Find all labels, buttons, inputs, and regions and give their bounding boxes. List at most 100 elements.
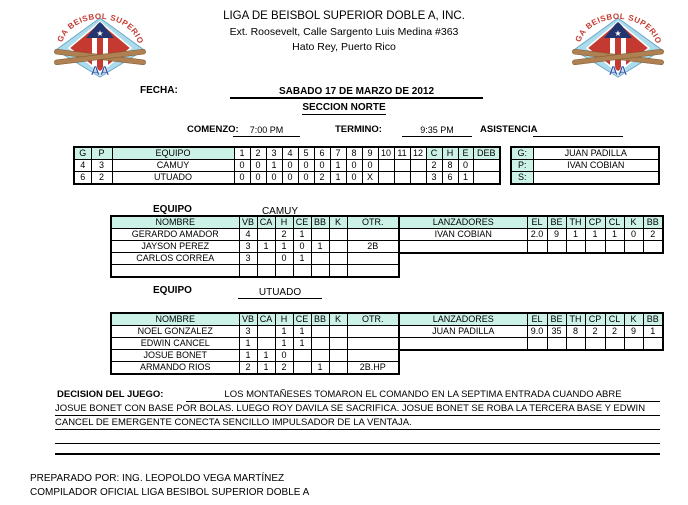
termino-label: TERMINO: bbox=[335, 124, 382, 135]
table-row: GERARDO AMADOR 4 2 1 bbox=[110, 228, 400, 241]
column-header: OTR. bbox=[346, 312, 400, 326]
cell: 2 bbox=[425, 159, 443, 172]
cell bbox=[526, 337, 548, 351]
column-header: P bbox=[90, 146, 113, 160]
column-header: CE bbox=[292, 215, 312, 229]
column-header: 8 bbox=[345, 146, 363, 160]
cell: S: bbox=[510, 171, 534, 185]
cell: 3 bbox=[90, 159, 113, 172]
cell bbox=[346, 325, 400, 338]
column-header: 6 bbox=[313, 146, 331, 160]
cell bbox=[328, 325, 348, 338]
cell bbox=[409, 159, 427, 172]
column-header: H bbox=[274, 215, 294, 229]
cell: 9 bbox=[546, 228, 567, 241]
cell bbox=[310, 349, 330, 362]
cell: 1 bbox=[256, 240, 276, 253]
linescore-table: G P EQUIPO 1 2 3 4 5 6 7 8 9 10 11 12 C H E DEB 4 3 CAMUY 0 0 1 0… bbox=[73, 146, 501, 185]
cell: 2B bbox=[346, 240, 400, 253]
decision-line-4-blank bbox=[55, 431, 660, 444]
cell bbox=[393, 171, 411, 185]
cell: 1 bbox=[274, 325, 294, 338]
cell: 0 bbox=[297, 171, 315, 185]
column-header: H bbox=[441, 146, 459, 160]
column-header: 2 bbox=[249, 146, 267, 160]
cell bbox=[409, 171, 427, 185]
cell bbox=[472, 171, 501, 185]
column-header: BE bbox=[546, 312, 567, 326]
cell: 1 bbox=[604, 228, 625, 241]
cell bbox=[328, 240, 348, 253]
cell bbox=[328, 361, 348, 375]
table-row bbox=[110, 264, 400, 278]
cell bbox=[292, 349, 312, 362]
cell: 1 bbox=[256, 361, 276, 375]
column-header: BB bbox=[310, 215, 330, 229]
column-header: EL bbox=[526, 215, 548, 229]
cell: EDWIN CANCEL bbox=[110, 337, 240, 350]
cell bbox=[472, 159, 501, 172]
cell bbox=[328, 264, 348, 278]
table-row: P: IVAN COBIAN bbox=[510, 159, 660, 172]
cell: 2 bbox=[274, 361, 294, 375]
league-logo-right: ★ AA LIGA BEISBOL SUPERIOR bbox=[571, 5, 664, 78]
comenzo-value-field: 7:00 PM bbox=[233, 122, 300, 137]
cell: 2.0 bbox=[526, 228, 548, 241]
column-header: 7 bbox=[329, 146, 347, 160]
column-header: TH bbox=[565, 215, 586, 229]
column-header: BE bbox=[546, 215, 567, 229]
cell: 0 bbox=[233, 171, 251, 185]
cell: 2 bbox=[274, 228, 294, 241]
cell: 0 bbox=[313, 159, 331, 172]
column-header: K bbox=[328, 312, 348, 326]
column-header: EQUIPO bbox=[111, 146, 235, 160]
table-row: EDWIN CANCEL 1 1 1 bbox=[110, 337, 400, 350]
cell: IVAN COBIAN bbox=[398, 228, 528, 241]
cell: 9 bbox=[623, 325, 644, 338]
cell bbox=[346, 228, 400, 241]
column-header: BB bbox=[310, 312, 330, 326]
cell: 1 bbox=[310, 361, 330, 375]
cell bbox=[584, 240, 606, 254]
column-header: CP bbox=[584, 215, 606, 229]
cell: 0 bbox=[345, 171, 363, 185]
cell bbox=[328, 337, 348, 350]
cell: 1 bbox=[274, 240, 294, 253]
compiler-line: COMPILADOR OFICIAL LIGA BESIBOL SUPERIOR… bbox=[30, 487, 310, 498]
crossed-bats-icon bbox=[572, 48, 664, 66]
cell: 2 bbox=[238, 361, 258, 375]
header-row: NOMBRE VB CA H CE BB K OTR. bbox=[110, 312, 400, 326]
table-row: ARMANDO RIOS 2 1 2 1 2B.HP bbox=[110, 361, 400, 375]
cell: CARLOS CORREA bbox=[110, 252, 240, 265]
cell: 0 bbox=[281, 159, 299, 172]
column-header: OTR. bbox=[346, 215, 400, 229]
cell: 1 bbox=[584, 228, 606, 241]
header-row: G P EQUIPO 1 2 3 4 5 6 7 8 9 10 11 12 C H E DEB bbox=[73, 146, 501, 160]
cell: 4 bbox=[238, 228, 258, 241]
column-header: G bbox=[73, 146, 92, 160]
section-title: SECCION NORTE bbox=[0, 102, 688, 115]
utuado-pitching-table: LANZADORES EL BE TH CP CL K BB JUAN PADILLA 9.0 35… bbox=[398, 312, 664, 351]
column-header: LANZADORES bbox=[398, 215, 528, 229]
cell: 1 bbox=[292, 325, 312, 338]
cell bbox=[642, 240, 664, 254]
cell: 0 bbox=[292, 240, 312, 253]
cell: 6 bbox=[441, 171, 459, 185]
cell: 0 bbox=[265, 171, 283, 185]
cell bbox=[377, 171, 395, 185]
cell bbox=[328, 349, 348, 362]
column-header: 5 bbox=[297, 146, 315, 160]
cell: 0 bbox=[623, 228, 644, 241]
cell: 2 bbox=[313, 171, 331, 185]
cell: 0 bbox=[361, 159, 379, 172]
cell bbox=[532, 171, 660, 185]
decision-line-2: JOSUE BONET CON BASE POR BOLAS. LUEGO RO… bbox=[55, 403, 660, 416]
column-header: C bbox=[425, 146, 443, 160]
column-header: 10 bbox=[377, 146, 395, 160]
column-header: H bbox=[274, 312, 294, 326]
column-header: BB bbox=[642, 215, 664, 229]
cell: ARMANDO RIOS bbox=[110, 361, 240, 375]
cell bbox=[292, 361, 312, 375]
cell: 0 bbox=[274, 349, 294, 362]
column-header: EL bbox=[526, 312, 548, 326]
